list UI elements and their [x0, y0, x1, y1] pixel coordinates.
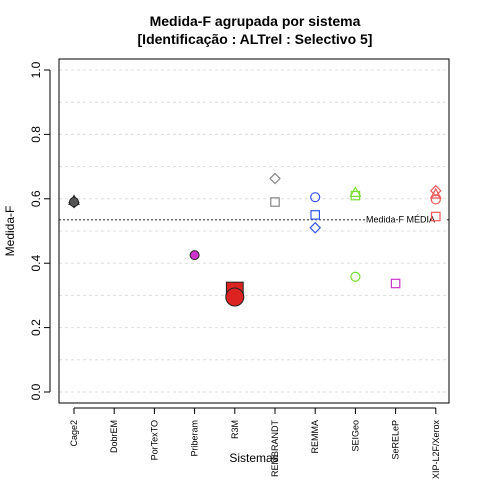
chart-subtitle: [Identificação : ALTrel : Selectivo 5] [138, 31, 373, 47]
data-point-circle [310, 192, 321, 203]
x-tick-label: R3M [230, 420, 240, 439]
data-point-square [390, 278, 401, 289]
x-tick-label: Priberam [190, 420, 200, 457]
x-axis: Cage2 DobrEM PorTexTO Priberam R3M REMBRANDT R… [69, 407, 441, 480]
reference-label-bg [365, 213, 447, 225]
x-tick-label: DobrEM [109, 420, 119, 453]
x-tick-label: REMMA [310, 420, 320, 454]
reference-line-label: Medida-F MÉDIA [366, 215, 435, 225]
x-tick-label: SEIGeo [350, 420, 360, 452]
x-tick-label: XIP-L2F/Xerox [431, 420, 441, 480]
x-tick-label: SeRELeP [391, 420, 401, 460]
data-point-circle [225, 287, 245, 307]
data-point-square [350, 190, 361, 201]
data-point-circle [430, 194, 441, 205]
data-point-diamond [429, 184, 442, 197]
y-tick-label: 0.0 [29, 383, 43, 400]
x-tick-label: PorTexTO [149, 420, 159, 460]
data-point-square [270, 197, 280, 207]
data-point-circle [69, 197, 79, 208]
chart-title: Medida-F agrupada por sistema [150, 13, 361, 29]
data-point-triangle [429, 187, 442, 199]
grid-lines [59, 69, 449, 393]
y-tick-label: 0.4 [29, 255, 43, 272]
x-axis-title: Sistemas [229, 451, 278, 465]
y-tick-label: 1.0 [29, 61, 43, 78]
data-point-diamond [309, 221, 322, 234]
data-point-square [431, 211, 441, 222]
y-tick-label: 0.8 [29, 126, 43, 143]
y-tick-label: 0.2 [29, 319, 43, 336]
data-point-diamond [269, 172, 281, 185]
data-points [68, 172, 442, 307]
data-point-circle [350, 271, 361, 282]
x-tick-label: Cage2 [69, 420, 79, 447]
data-point-circle [189, 250, 200, 261]
x-tick-label: REMBRANDT [270, 420, 280, 478]
y-axis-title: Medida-F [3, 206, 17, 257]
plot-frame [58, 58, 450, 404]
y-tick-label: 0.6 [29, 190, 43, 207]
reference-line-group: Medida-F MÉDIA [59, 213, 449, 225]
data-point-square [310, 210, 320, 220]
y-axis: 0.0 0.2 0.4 0.6 0.8 1.0 [29, 61, 51, 400]
